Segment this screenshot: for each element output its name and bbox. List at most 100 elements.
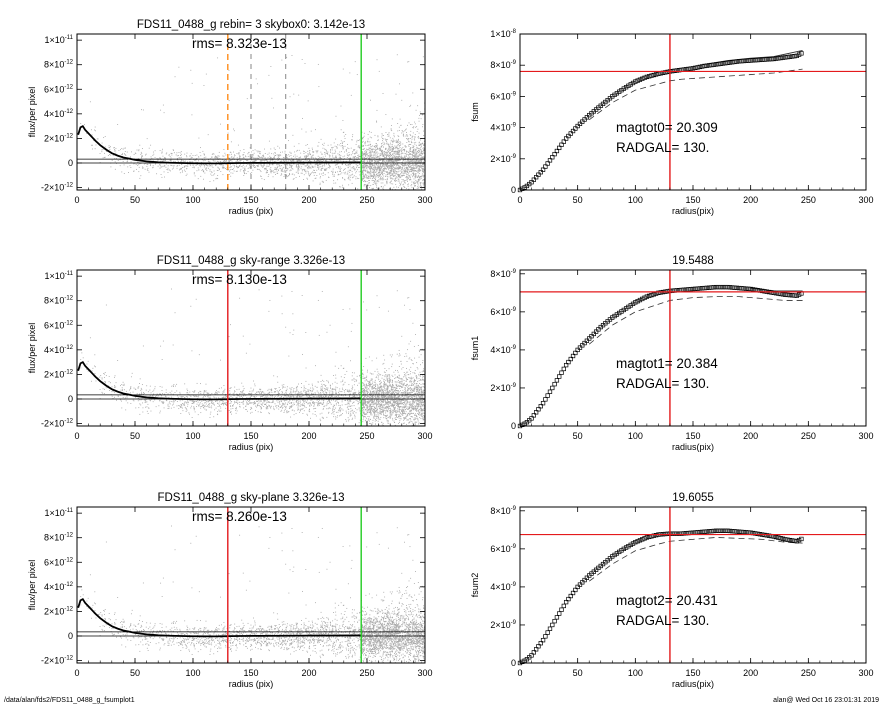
data-point [262, 155, 264, 157]
data-point [203, 85, 205, 86]
data-point [189, 161, 191, 163]
data-point [283, 174, 285, 176]
y-tick-label: 8×10-12 [44, 60, 74, 70]
data-point [136, 161, 138, 163]
data-point [379, 178, 381, 180]
data-point [216, 157, 218, 158]
data-point [350, 169, 352, 171]
data-point [413, 149, 415, 151]
data-point [381, 173, 383, 174]
data-point [395, 172, 397, 174]
data-point [361, 144, 363, 146]
data-point [415, 170, 417, 172]
data-point [423, 380, 425, 382]
data-point [414, 154, 416, 156]
data-point [361, 137, 363, 139]
data-point [391, 167, 393, 169]
data-point [404, 181, 406, 183]
data-point [348, 184, 350, 186]
data-point [415, 153, 417, 155]
data-point [174, 76, 176, 78]
data-point [369, 172, 371, 174]
data-point [404, 157, 406, 158]
data-point [414, 408, 416, 410]
data-point [379, 168, 381, 170]
data-point [309, 167, 311, 169]
fsum-point [700, 64, 705, 69]
data-point [404, 182, 406, 183]
data-point [405, 128, 407, 130]
data-point [419, 145, 420, 146]
data-point [310, 156, 312, 158]
data-point [213, 160, 215, 162]
data-point [422, 163, 424, 165]
data-point [354, 156, 355, 158]
data-point [364, 179, 366, 181]
data-point [326, 404, 328, 406]
fsum-point [706, 63, 712, 68]
data-point [217, 411, 219, 413]
data-point [366, 165, 368, 167]
data-point [323, 169, 325, 171]
data-point [377, 168, 379, 170]
data-point [418, 144, 420, 146]
data-point [398, 174, 400, 176]
data-point [370, 169, 372, 171]
data-point [201, 159, 203, 161]
data-point [400, 142, 402, 144]
data-point [154, 157, 156, 159]
data-point [339, 156, 341, 158]
data-point [369, 157, 371, 159]
data-point [329, 151, 331, 153]
data-point [217, 170, 219, 172]
data-point [231, 168, 233, 170]
data-point [252, 156, 254, 158]
data-point [156, 393, 158, 395]
data-point [368, 144, 370, 146]
data-point [411, 169, 413, 171]
data-point [423, 149, 425, 150]
data-point [373, 166, 375, 168]
data-point [400, 363, 402, 365]
data-point [384, 153, 386, 155]
data-point [366, 164, 368, 166]
data-point [422, 172, 424, 174]
data-point [340, 186, 342, 188]
data-point [373, 169, 375, 171]
data-point [127, 402, 129, 404]
data-point [385, 176, 386, 177]
data-point [393, 171, 395, 173]
data-point [388, 397, 390, 399]
data-point [410, 171, 412, 173]
data-point [372, 176, 374, 177]
data-point [314, 414, 316, 415]
data-point [395, 173, 397, 175]
data-point [274, 156, 275, 158]
data-point [362, 174, 364, 176]
data-point [184, 166, 186, 168]
data-point [406, 173, 407, 175]
data-point [362, 178, 364, 180]
data-point [275, 169, 276, 170]
data-point [208, 167, 209, 169]
data-point [415, 151, 417, 153]
data-point [365, 150, 367, 152]
data-point [315, 150, 317, 152]
data-point [167, 169, 169, 171]
data-point [339, 169, 341, 171]
data-point [413, 155, 415, 157]
data-point [209, 416, 211, 418]
data-point [368, 148, 370, 150]
data-point [294, 156, 296, 158]
data-point [159, 150, 161, 152]
data-point [403, 165, 404, 167]
data-point [348, 155, 349, 157]
data-point [405, 134, 407, 136]
data-point [351, 136, 353, 138]
data-point [314, 129, 316, 131]
data-point [202, 170, 204, 172]
plot-frame [519, 33, 867, 191]
data-point [223, 391, 225, 393]
data-point [408, 146, 410, 147]
data-point [418, 186, 420, 188]
